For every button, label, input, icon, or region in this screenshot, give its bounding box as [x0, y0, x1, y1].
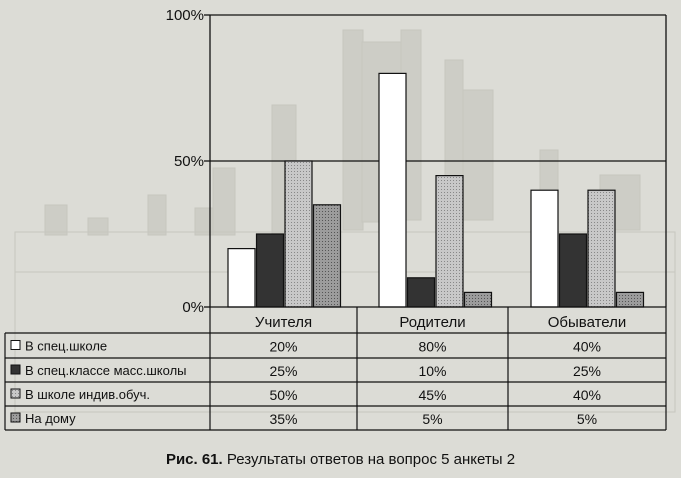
- data-label: 35%: [269, 411, 297, 427]
- data-label: 40%: [573, 339, 601, 355]
- data-table: Учителя Родители Обыватели В спец.школе 20% 8…: [4, 306, 667, 431]
- series-name: В спец.школе: [25, 339, 107, 354]
- legend-key: [10, 412, 21, 423]
- category-label: Учителя: [255, 314, 312, 331]
- data-label: 50%: [269, 387, 297, 403]
- legend-key: [10, 340, 21, 350]
- bar: [284, 160, 313, 308]
- series-name: На дому: [25, 411, 76, 426]
- bar: [615, 291, 645, 308]
- bar: [530, 189, 559, 308]
- figure-caption: Рис. 61. Результаты ответов на вопрос 5 …: [0, 451, 681, 468]
- data-label: 25%: [573, 363, 601, 379]
- data-label: 10%: [418, 363, 446, 379]
- data-label: 45%: [418, 387, 446, 403]
- data-label: 80%: [418, 339, 446, 355]
- data-label: 40%: [573, 387, 601, 403]
- bars: [227, 72, 645, 308]
- bar: [227, 248, 256, 308]
- caption-number: Рис. 61.: [165, 451, 223, 468]
- data-label: 25%: [269, 363, 297, 379]
- data-label: 5%: [422, 411, 442, 427]
- bar: [463, 291, 493, 308]
- category-label: Обыватели: [548, 314, 627, 331]
- bar: [378, 72, 407, 308]
- caption-text: Результаты ответов на вопрос 5 анкеты 2: [226, 451, 516, 468]
- data-label: 20%: [269, 339, 297, 355]
- y-axis-ticks: 0% 50% 100%: [166, 7, 210, 316]
- bar: [406, 277, 436, 308]
- y-tick-label: 50%: [174, 153, 204, 170]
- y-tick-label: 0%: [182, 299, 204, 316]
- series-name: В школе индив.обуч.: [25, 387, 150, 402]
- legend-key: [10, 388, 21, 399]
- bar: [587, 189, 616, 308]
- data-label: 5%: [577, 411, 597, 427]
- legend-key: [10, 364, 21, 375]
- bar: [312, 204, 342, 308]
- bar: [255, 233, 285, 308]
- category-label: Родители: [399, 314, 465, 331]
- bar: [435, 175, 464, 308]
- y-tick-label: 100%: [166, 7, 204, 24]
- bar: [558, 233, 588, 308]
- series-name: В спец.классе масс.школы: [25, 363, 187, 378]
